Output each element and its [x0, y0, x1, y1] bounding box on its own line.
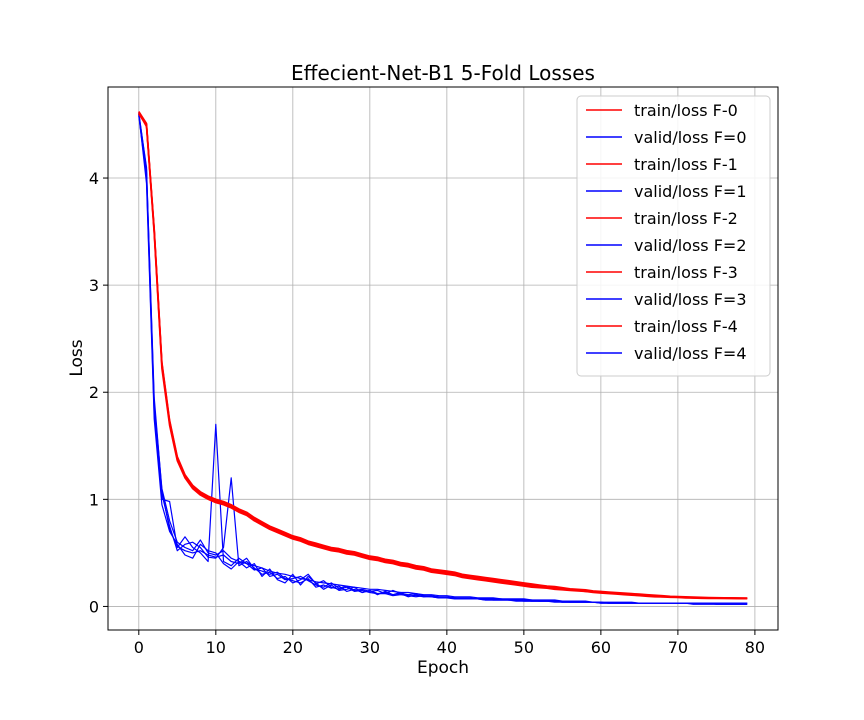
x-tick-label: 50: [514, 638, 534, 657]
legend-box: [576, 95, 771, 377]
x-tick-label: 60: [591, 638, 611, 657]
x-tick-label: 10: [206, 638, 226, 657]
legend-label: valid/loss F=0: [634, 128, 747, 147]
x-tick-label: 40: [437, 638, 457, 657]
legend-label: valid/loss F=3: [634, 290, 747, 309]
y-tick-label: 0: [89, 597, 99, 616]
axis-ticks: 0 10 20 30 40 50 60 70 80 0 1 2 3 4: [89, 169, 765, 657]
x-tick-label: 80: [745, 638, 765, 657]
x-tick-label: 20: [283, 638, 303, 657]
legend-label: train/loss F-3: [634, 263, 738, 282]
x-tick-label: 30: [360, 638, 380, 657]
series-line-valid-loss-f-4: [138, 112, 748, 604]
series-line-train-loss-f-2: [138, 112, 748, 600]
x-axis-label: Epoch: [417, 658, 469, 678]
legend: train/loss F-0 valid/loss F=0 train/loss F…: [576, 95, 771, 377]
series-lines: [138, 111, 748, 605]
legend-label: valid/loss F=1: [634, 182, 747, 201]
chart-title: Effecient-Net-B1 5-Fold Losses: [291, 61, 595, 85]
legend-label: train/loss F-0: [634, 101, 738, 120]
plot-frame: [107, 86, 779, 631]
legend-label: train/loss F-2: [634, 209, 738, 228]
series-line-train-loss-f-4: [138, 111, 748, 599]
y-tick-label: 4: [89, 169, 99, 188]
legend-label: train/loss F-1: [634, 155, 738, 174]
legend-label: valid/loss F=2: [634, 236, 747, 255]
legend-label: valid/loss F=4: [634, 344, 747, 363]
y-tick-label: 3: [89, 276, 99, 295]
y-tick-label: 1: [89, 490, 99, 509]
legend-label: train/loss F-4: [634, 317, 738, 336]
y-axis-label: Loss: [67, 339, 87, 376]
x-tick-label: 0: [134, 638, 144, 657]
x-tick-label: 70: [668, 638, 688, 657]
y-tick-label: 2: [89, 383, 99, 402]
